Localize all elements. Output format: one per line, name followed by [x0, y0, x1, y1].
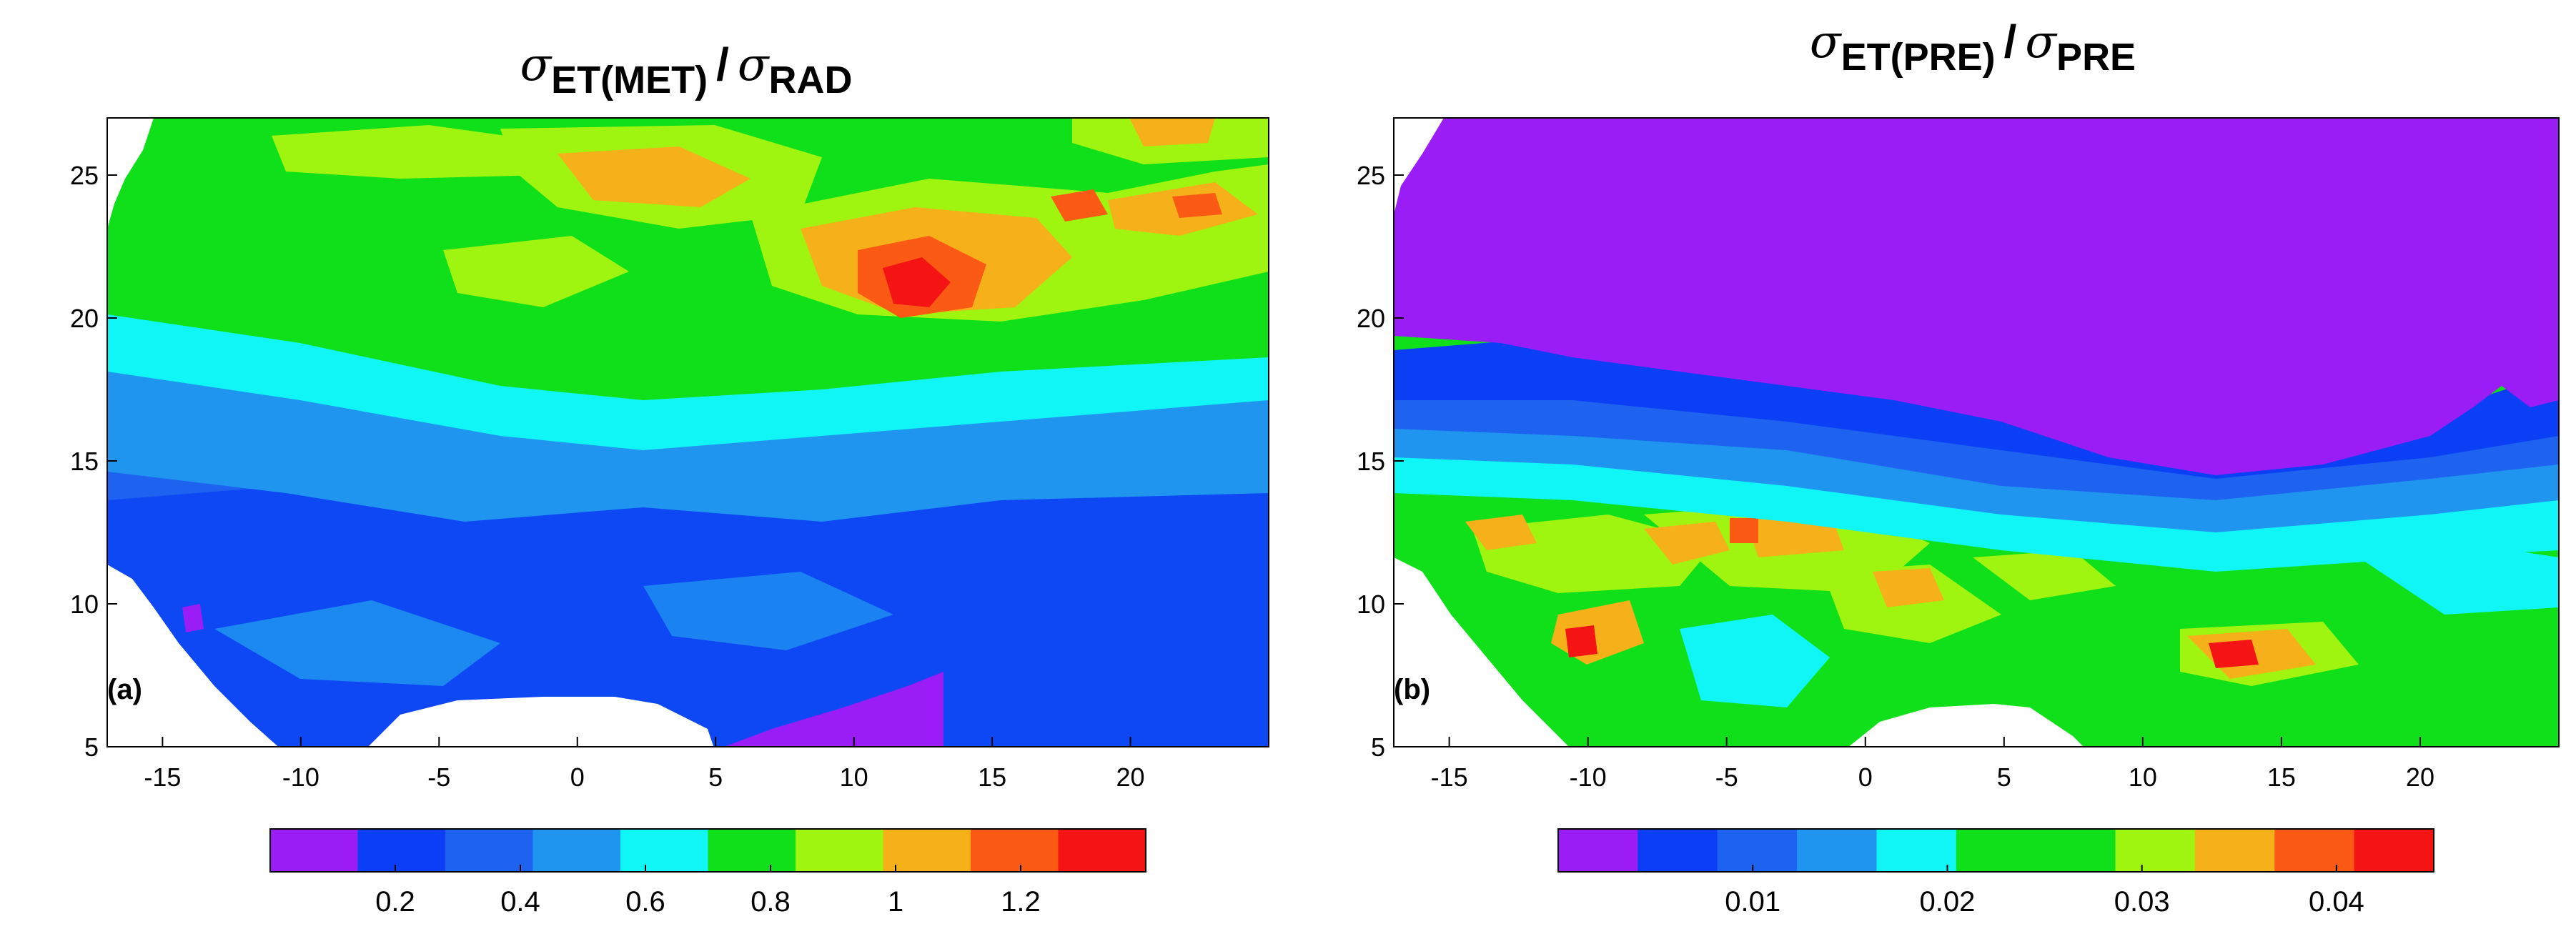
colorbar-a-tick-label: 0.8: [750, 886, 791, 918]
colorbar-b-swatch: [2115, 829, 2196, 872]
map-b-xtick-label: 10: [2129, 762, 2157, 792]
colorbar-a-tick-label: 0.6: [625, 886, 665, 918]
colorbar-a-swatch: [1058, 829, 1146, 872]
map-a-xtick-label: 5: [708, 762, 723, 792]
colorbar-b-swatch: [2354, 829, 2434, 872]
axes-b: -15 -10 -5 0 5 10 15 20 5 10 15 20 25: [1357, 161, 2434, 792]
colorbar-a-tick-label: 0.4: [500, 886, 540, 918]
colorbar-b-swatch: [1638, 829, 1718, 872]
colorbar-a-swatch: [445, 829, 533, 872]
colorbar-b-tick-label: 0.03: [2114, 886, 2170, 918]
panel-a-title: σET(MET) / σRAD: [520, 39, 852, 101]
colorbar-a-swatch: [796, 829, 883, 872]
colorbar-b-swatch: [2194, 829, 2275, 872]
map-a-ytick-label: 15: [70, 447, 99, 476]
axes-a: -15 -10 -5 0 5 10 15 20 5 10 15 20 25: [70, 161, 1145, 792]
colorbar-a-swatch: [971, 829, 1059, 872]
map-b-heatmap: (b): [1393, 117, 2560, 747]
panel-a-label: (a): [107, 674, 142, 705]
map-b-xtick-label: 0: [1858, 762, 1873, 792]
colorbar-b-swatch: [1797, 829, 1877, 872]
colorbar-a-tick-label: 1: [888, 886, 903, 918]
map-a-xtick-label: 0: [570, 762, 585, 792]
colorbar-a-swatch: [270, 829, 358, 872]
map-a-heatmap: (a): [106, 117, 1269, 747]
colorbar-b-swatch: [2036, 829, 2116, 872]
map-b-ytick-label: 5: [1371, 732, 1385, 762]
map-b-ytick-label: 15: [1357, 447, 1385, 476]
map-b-ytick-label: 20: [1357, 304, 1385, 333]
map-a-xtick-label: -10: [282, 762, 319, 792]
colorbar-b-swatch: [1558, 829, 1638, 872]
panel-b: σET(PRE) / σPRE: [1357, 16, 2560, 918]
colorbar-b-swatch: [2274, 829, 2355, 872]
colorbar-b-frame: [1557, 828, 2434, 873]
colorbar-a-frame: [269, 828, 1146, 873]
map-a-xtick-label: -15: [144, 762, 181, 792]
map-b-xtick-label: -5: [1715, 762, 1738, 792]
map-a-ytick-label: 20: [70, 304, 99, 333]
colorbar-a-swatch: [357, 829, 446, 872]
colorbar-b-swatch: [1956, 829, 2036, 872]
map-a-ytick-label: 10: [70, 590, 99, 619]
colorbar-a-swatch: [883, 829, 971, 872]
map-b-ytick-label: 25: [1357, 161, 1385, 190]
colorbar-b-tick-label: 0.01: [1725, 886, 1780, 918]
colorbar-b-swatch: [1717, 829, 1798, 872]
map-a-ytick-label: 25: [70, 161, 99, 190]
colorbar-a-tick-label: 1.2: [1001, 886, 1041, 918]
colorbar-a-swatch: [620, 829, 708, 872]
map-b-xtick-label: 5: [1997, 762, 2011, 792]
colorbar-b-tick-label: 0.02: [1920, 886, 1976, 918]
map-b-xtick-label: -15: [1431, 762, 1468, 792]
map-a-xtick-label: 20: [1116, 762, 1145, 792]
colorbar-b-swatch: [1876, 829, 1957, 872]
colorbar-a: 0.2 0.4 0.6 0.8 1 1.2: [269, 828, 1146, 918]
map-a-xtick-label: 10: [840, 762, 868, 792]
colorbar-a-swatch: [532, 829, 621, 872]
colorbar-b: 0.01 0.02 0.03 0.04: [1557, 828, 2434, 918]
map-a-xtick-label: -5: [427, 762, 450, 792]
panel-a: σET(MET) / σRAD: [70, 39, 1269, 918]
map-b-xtick-label: -10: [1570, 762, 1607, 792]
map-b-ytick-label: 10: [1357, 590, 1385, 619]
map-a-xtick-label: 15: [978, 762, 1006, 792]
map-a-ytick-label: 5: [84, 732, 99, 762]
colorbar-a-swatch: [708, 829, 796, 872]
colorbar-a-tick-label: 0.2: [375, 886, 415, 918]
panel-b-title: σET(PRE) / σPRE: [1810, 16, 2136, 79]
colorbar-b-tick-label: 0.04: [2309, 886, 2364, 918]
panel-b-label: (b): [1394, 674, 1430, 705]
map-b-xtick-label: 20: [2406, 762, 2434, 792]
map-b-xtick-label: 15: [2267, 762, 2296, 792]
